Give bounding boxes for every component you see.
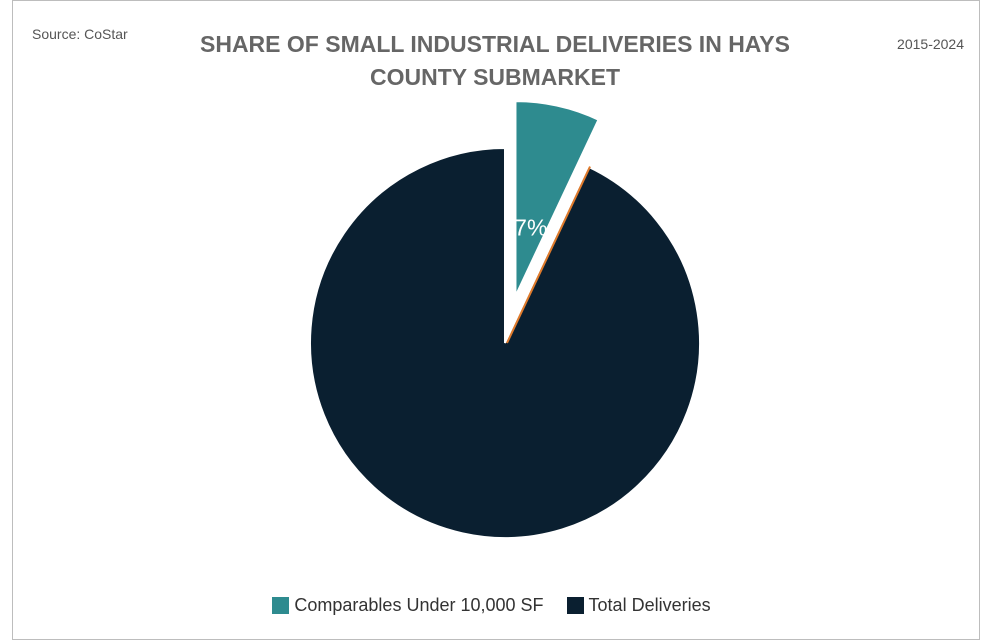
legend-item-comparables: Comparables Under 10,000 SF [272, 595, 544, 616]
legend: Comparables Under 10,000 SF Total Delive… [0, 595, 983, 619]
slice-edge-accent [506, 166, 591, 344]
legend-label-total-deliveries: Total Deliveries [588, 595, 711, 615]
pie-slice-comparables [514, 100, 600, 297]
legend-swatch-comparables [272, 597, 290, 614]
legend-label-comparables: Comparables Under 10,000 SF [294, 595, 544, 615]
legend-item-total-deliveries: Total Deliveries [566, 595, 711, 616]
legend-swatch-total-deliveries [566, 597, 584, 614]
source-note: Source: CoStar [32, 26, 128, 42]
chart-title: SHARE OF SMALL INDUSTRIAL DELIVERIES IN … [200, 31, 790, 90]
data-label-comparables: 7% [514, 215, 547, 241]
pie-slice-total-deliveries [309, 146, 701, 539]
period-label: 2015-2024 [897, 36, 964, 52]
